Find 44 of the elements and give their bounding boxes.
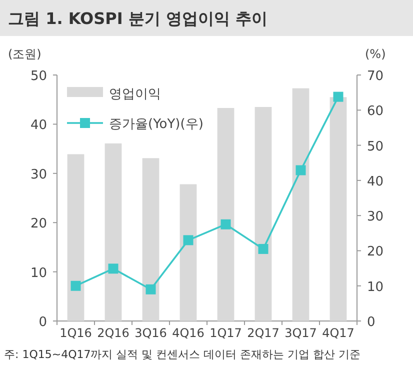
y-tick-label: 40 xyxy=(30,118,47,134)
x-tick-label: 1Q17 xyxy=(210,326,242,340)
point xyxy=(220,219,231,230)
y2-tick-label: 20 xyxy=(367,244,384,260)
x-tick-label: 1Q16 xyxy=(60,326,92,340)
text: 주: 1Q15~4Q17까지 실적 및 컨센서스 데이터 존재하는 기업 합산 기준 xyxy=(4,348,361,361)
point xyxy=(296,165,306,176)
bar xyxy=(254,106,272,321)
point xyxy=(108,264,118,274)
y-tick-label: 20 xyxy=(30,216,47,232)
x-tick-label: 3Q16 xyxy=(134,326,167,340)
bar xyxy=(292,88,310,321)
y2-axis-title: (%) xyxy=(365,47,386,61)
bar xyxy=(330,97,347,321)
bar xyxy=(180,184,197,321)
y2-tick-label: 60 xyxy=(367,104,384,120)
point xyxy=(146,284,156,294)
bar xyxy=(104,143,122,321)
y2-tick-label: 50 xyxy=(367,139,384,154)
y-tick-label: 0 xyxy=(38,315,47,330)
y-tick-label: 50 xyxy=(30,69,47,84)
y2-tick-label: 10 xyxy=(367,280,384,295)
y-tick-label: 10 xyxy=(30,266,47,281)
chart-title: 그림 1. KOSPI 분기 영업이익 추이 xyxy=(8,9,268,28)
point xyxy=(183,235,194,246)
y2-tick-label: 30 xyxy=(367,210,384,225)
point xyxy=(70,280,81,291)
legend-label: 영업이익 xyxy=(109,87,161,102)
point xyxy=(258,244,268,254)
legend-label: 증가율(YoY)(우) xyxy=(109,117,204,132)
x-tick-label: 4Q16 xyxy=(172,326,204,340)
x-tick-label: 4Q17 xyxy=(322,326,354,340)
y-tick-label: 30 xyxy=(30,167,47,182)
bar xyxy=(142,158,160,321)
y-axis-title: (조원) xyxy=(8,47,42,61)
y2-tick-label: 70 xyxy=(367,69,384,84)
x-tick-label: 3Q17 xyxy=(284,326,317,340)
point xyxy=(333,92,344,102)
x-tick-label: 2Q16 xyxy=(97,326,130,340)
y2-tick-label: 0 xyxy=(367,315,376,330)
bar xyxy=(217,108,234,321)
x-tick-label: 2Q17 xyxy=(247,326,280,340)
bar xyxy=(67,154,84,321)
y2-tick-label: 40 xyxy=(367,174,384,190)
